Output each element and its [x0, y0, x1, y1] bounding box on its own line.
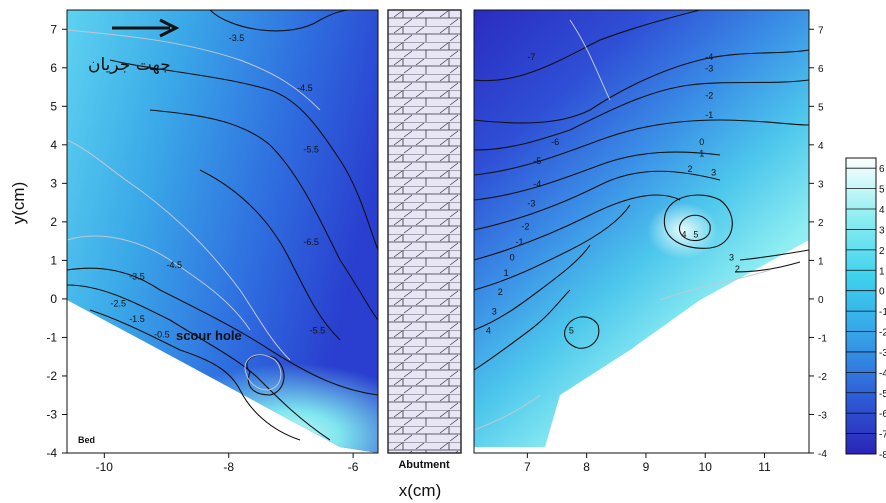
contour-label-right: -1	[516, 237, 524, 247]
colorbar-tick-label: -2	[879, 328, 886, 339]
left-contour-panel	[66, 9, 379, 453]
contour-label-left: -4.5	[167, 260, 183, 270]
colorbar-tick-label: 5	[879, 185, 885, 196]
contour-label-right: -4	[705, 52, 713, 62]
flow-direction-label: جهت جریان	[88, 55, 171, 75]
y-tick-label-right: 7	[818, 25, 824, 36]
y-tick-label-right: -1	[818, 333, 827, 344]
contour-label-right: -5	[533, 156, 541, 166]
contour-label-right: 2	[687, 164, 692, 174]
contour-label-left: -4.5	[297, 83, 313, 93]
contour-label-right: -3	[705, 64, 713, 74]
contour-label-right: -2	[521, 222, 529, 232]
x-tick-label-left: -6	[348, 460, 359, 474]
contour-label-right: -3	[527, 198, 535, 208]
abutment-label: Abutment	[398, 459, 450, 471]
y-tick-label-left: 3	[50, 176, 57, 190]
colorbar-tick-label: 1	[879, 266, 885, 277]
y-tick-label-left: 0	[50, 292, 57, 306]
contour-label-right: -4	[533, 179, 541, 189]
y-tick-label-left: 7	[50, 22, 57, 36]
contour-labels: -3.5 -4.5 -5.5 -6.5 -5.5 -4.5 -3.5 -2.5-1.5 -0.5…	[111, 33, 740, 340]
y-tick-label-right: -3	[818, 410, 827, 421]
contour-label-left: -0.5	[154, 329, 170, 339]
y-tick-label-left: -3	[46, 407, 57, 421]
contour-label-right: 2	[735, 264, 740, 274]
colorbar-tick-label: 3	[879, 225, 885, 236]
colorbar-tick-label: -1	[879, 307, 886, 318]
contour-label-right: 1	[504, 268, 509, 278]
colorbar-tick-label: -6	[879, 409, 886, 420]
y-axis-title: y(cm)	[9, 182, 28, 224]
y-tick-label-left: -2	[46, 369, 57, 383]
contour-label-left: -5.5	[303, 145, 319, 155]
contour-label-right: 4	[486, 326, 491, 336]
y-tick-label-right: 6	[818, 64, 824, 75]
colorbar-tick-label: -5	[879, 389, 886, 400]
contour-label-left: -1.5	[129, 314, 145, 324]
flow-arrow	[112, 18, 180, 38]
y-tick-label-left: -1	[46, 330, 57, 344]
contour-label-left: -2.5	[111, 299, 127, 309]
y-tick-label-right: -2	[818, 372, 827, 383]
contour-label-left: -6.5	[303, 237, 319, 247]
y-tick-label-left: -4	[46, 446, 57, 460]
contour-label-right: 3	[711, 168, 716, 178]
x-tick-label-left: -8	[223, 460, 234, 474]
contour-label-right: -7	[527, 52, 535, 62]
contour-label-right: 5	[569, 326, 574, 336]
colorbar-tick-label: 4	[879, 205, 885, 216]
y-tick-label-left: 1	[50, 253, 57, 267]
y-tick-label-right: 1	[818, 256, 824, 267]
contour-label-right: 1	[699, 148, 704, 158]
contour-label-right: 3	[729, 252, 734, 262]
y-tick-label-right: -4	[818, 449, 827, 460]
y-tick-label-right: 5	[818, 102, 824, 113]
x-tick-label-right: 8	[583, 460, 590, 474]
contour-label-right: 0	[510, 252, 515, 262]
y-tick-label-right: 0	[818, 295, 824, 306]
contour-label-left: -3.5	[229, 33, 245, 43]
contour-label-right: 0	[699, 137, 704, 147]
y-tick-label-left: 2	[50, 215, 57, 229]
y-tick-label-right: 4	[818, 141, 824, 152]
colorbar	[845, 157, 877, 455]
abutment	[387, 9, 462, 454]
contour-label-right: 5	[693, 229, 698, 239]
y-tick-label-right: 2	[818, 218, 824, 229]
axis-ticks: -4 -4-3 -3-2 -2-1 -10 01 12 23 34 45 56 67 7-10 -8 -6 7…	[46, 22, 886, 474]
y-tick-label-left: 6	[50, 61, 57, 75]
bed-label: Bed	[78, 435, 95, 445]
x-tick-label-right: 9	[643, 460, 650, 474]
colorbar-tick-label: 6	[879, 164, 885, 175]
contour-label-right: -1	[705, 110, 713, 120]
colorbar-tick-label: -8	[879, 450, 886, 461]
contour-label-right: -6	[551, 137, 559, 147]
contour-label-right: 4	[682, 229, 687, 239]
contour-label-left: -5.5	[310, 326, 326, 336]
colorbar-tick-label: -4	[879, 368, 886, 379]
colorbar-tick-label: 0	[879, 287, 885, 298]
colorbar-tick-label: -3	[879, 348, 886, 359]
contour-label-right: -2	[705, 91, 713, 101]
x-tick-label-right: 7	[524, 460, 531, 474]
scour-hole-label: scour hole	[176, 328, 242, 343]
contour-label-right: 2	[498, 287, 503, 297]
right-contour-panel	[473, 9, 810, 447]
y-tick-label-left: 5	[50, 99, 57, 113]
x-axis-title: x(cm)	[399, 481, 441, 500]
y-tick-label-right: 3	[818, 179, 824, 190]
colorbar-tick-label: -7	[879, 430, 886, 441]
contour-label-right: 3	[492, 306, 497, 316]
contour-label-left: -3.5	[129, 272, 145, 282]
y-tick-label-left: 4	[50, 138, 57, 152]
x-tick-label-right: 11	[758, 460, 771, 474]
colorbar-tick-label: 2	[879, 246, 885, 257]
x-tick-label-right: 10	[699, 460, 713, 474]
x-tick-label-left: -10	[96, 460, 114, 474]
